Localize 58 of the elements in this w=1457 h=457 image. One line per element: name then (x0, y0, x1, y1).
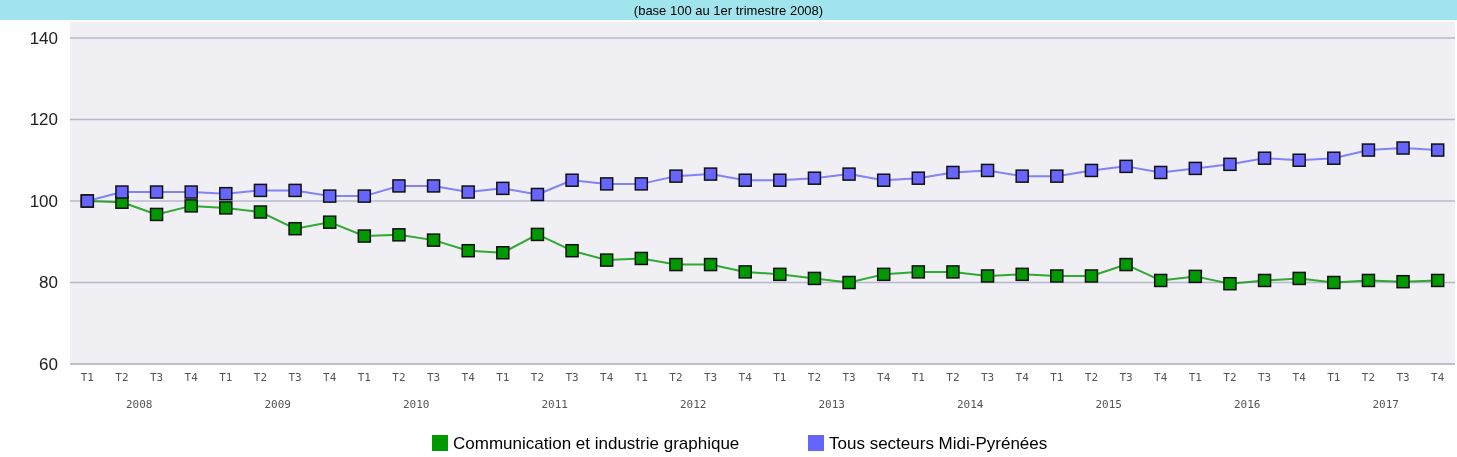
x-tick-label: T1 (496, 371, 510, 384)
text: 2011 (541, 398, 568, 411)
x-tick-label: T4 (1431, 371, 1445, 384)
y-tick-label: 80 (39, 273, 58, 293)
x-tick-label: T4 (323, 371, 337, 384)
x-tick-label: T1 (219, 371, 233, 384)
text: 2015 (1095, 398, 1122, 411)
y-tick-label: 60 (39, 354, 58, 374)
x-tick-label: T2 (1223, 371, 1237, 384)
text: 2016 (1234, 398, 1261, 411)
text: 2010 (403, 398, 430, 411)
x-tick-label: T4 (461, 371, 476, 384)
x-tick-label: T3 (149, 371, 164, 384)
text: 2014 (957, 398, 984, 411)
x-tick-label: T1 (911, 371, 925, 384)
text: 2008 (126, 398, 153, 411)
x-tick-label: T4 (184, 371, 199, 384)
chart-title: (base 100 au 1er trimestre 2008) (633, 3, 824, 18)
y-tick-label: 100 (29, 191, 58, 211)
x-tick-label: T4 (877, 371, 891, 384)
legend-label: Tous secteurs Midi-Pyrénées (829, 433, 1048, 453)
legend-label: Communication et industrie graphique (453, 433, 740, 453)
x-tick-label: T2 (946, 371, 960, 384)
text: 2009 (264, 398, 291, 411)
x-tick-label: T4 (1154, 371, 1168, 384)
text: 2012 (680, 398, 707, 411)
text: 2013 (818, 398, 845, 411)
x-tick-label: T4 (738, 371, 753, 384)
x-tick-label: T1 (1327, 371, 1341, 384)
x-tick-label: T1 (357, 371, 371, 384)
x-tick-label: T3 (842, 371, 856, 384)
x-tick-label: T3 (565, 371, 579, 384)
x-tick-label: T2 (807, 371, 822, 384)
x-tick-label: T4 (1292, 371, 1307, 384)
x-tick-label: T1 (1188, 371, 1202, 384)
x-tick-label: T3 (1257, 371, 1272, 384)
x-tick-label: T2 (1084, 371, 1099, 384)
x-tick-label: T4 (600, 371, 614, 384)
x-tick-label: T3 (288, 371, 302, 384)
x-tick-label: T2 (530, 371, 545, 384)
x-tick-label: T1 (80, 371, 94, 384)
x-tick-label: T2 (392, 371, 406, 384)
x-tick-label: T3 (980, 371, 995, 384)
y-tick-label: 140 (29, 28, 58, 48)
x-tick-label: T3 (703, 371, 718, 384)
x-tick-label: T2 (1361, 371, 1376, 384)
x-tick-label: T3 (426, 371, 441, 384)
x-tick-label: T1 (634, 371, 648, 384)
x-tick-label: T3 (1396, 371, 1410, 384)
x-tick-label: T3 (1119, 371, 1133, 384)
x-tick-label: T2 (669, 371, 683, 384)
x-tick-label: T1 (1050, 371, 1064, 384)
x-tick-label: T1 (773, 371, 787, 384)
text: 2017 (1372, 398, 1399, 411)
x-tick-label: T2 (115, 371, 129, 384)
y-tick-label: 120 (29, 110, 58, 130)
x-tick-label: T4 (1015, 371, 1030, 384)
x-tick-label: T2 (253, 371, 268, 384)
